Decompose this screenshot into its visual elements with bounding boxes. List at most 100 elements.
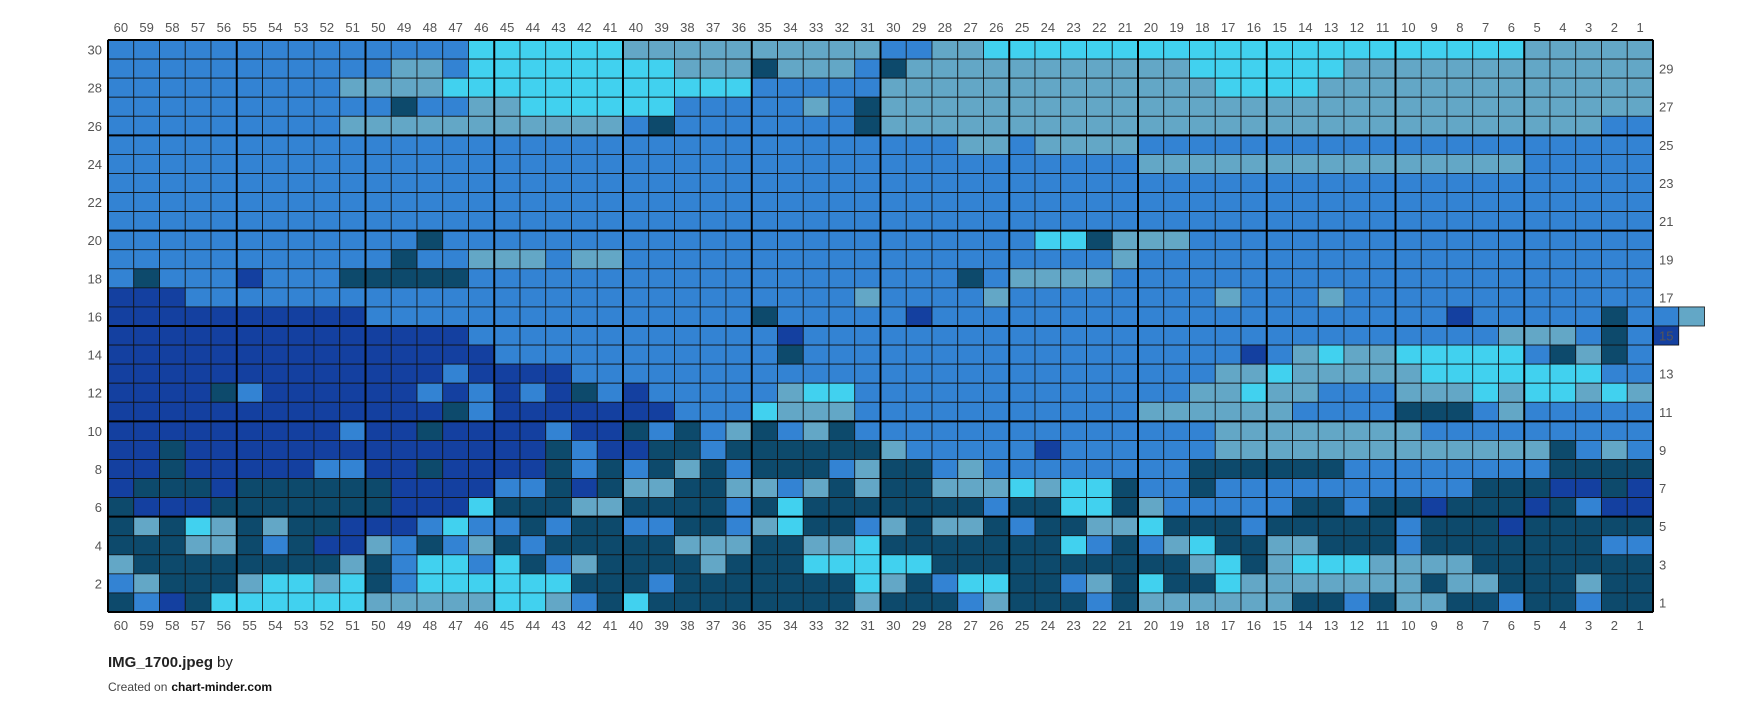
cell bbox=[1008, 420, 1036, 441]
cell bbox=[905, 192, 933, 213]
cell bbox=[905, 58, 933, 79]
cell bbox=[1266, 439, 1293, 460]
cell bbox=[1240, 192, 1268, 213]
cell bbox=[1292, 459, 1319, 479]
cell bbox=[416, 173, 444, 193]
cell bbox=[1549, 382, 1577, 403]
cell bbox=[133, 58, 160, 79]
cell bbox=[339, 592, 366, 613]
cell bbox=[390, 134, 418, 155]
cell bbox=[725, 77, 753, 98]
cell bbox=[777, 535, 804, 556]
cell bbox=[828, 268, 856, 289]
cell bbox=[725, 344, 753, 365]
cell bbox=[802, 592, 830, 613]
cell bbox=[133, 554, 160, 575]
cell bbox=[1163, 134, 1190, 155]
cell bbox=[1034, 249, 1062, 270]
cell bbox=[777, 153, 804, 174]
cell bbox=[493, 115, 521, 136]
cell bbox=[236, 325, 263, 346]
cell bbox=[1369, 497, 1396, 518]
cell bbox=[1678, 306, 1705, 327]
cell bbox=[313, 153, 341, 174]
cell bbox=[828, 173, 856, 193]
cell bbox=[957, 230, 984, 251]
cell bbox=[1163, 592, 1190, 613]
cell bbox=[1060, 153, 1087, 174]
cell bbox=[1343, 115, 1371, 136]
cell bbox=[905, 39, 933, 60]
cell bbox=[1626, 420, 1654, 441]
column-label-top: 2 bbox=[1611, 20, 1618, 35]
cell bbox=[1060, 478, 1087, 498]
cell bbox=[1034, 268, 1062, 289]
cell bbox=[1420, 554, 1448, 575]
cell bbox=[1601, 96, 1628, 117]
cell bbox=[880, 325, 907, 346]
cell bbox=[1163, 516, 1190, 537]
cell bbox=[416, 420, 444, 441]
cell bbox=[1137, 306, 1165, 327]
cell bbox=[1163, 39, 1190, 60]
cell bbox=[519, 554, 547, 575]
cell bbox=[1008, 535, 1036, 556]
cell bbox=[1626, 401, 1654, 422]
cell bbox=[390, 153, 418, 174]
cell bbox=[545, 325, 572, 346]
cell bbox=[1060, 134, 1087, 155]
cell bbox=[442, 439, 469, 460]
cell bbox=[442, 230, 469, 251]
cell bbox=[777, 39, 804, 60]
cell bbox=[468, 573, 495, 594]
column-label-bottom: 26 bbox=[989, 618, 1003, 633]
cell bbox=[854, 39, 881, 60]
cell bbox=[983, 153, 1010, 174]
cell bbox=[1111, 249, 1139, 270]
cell bbox=[1575, 573, 1602, 594]
cell bbox=[287, 420, 315, 441]
column-label-top: 34 bbox=[783, 20, 797, 35]
cell bbox=[236, 268, 263, 289]
cell bbox=[751, 230, 778, 251]
column-label-bottom: 19 bbox=[1169, 618, 1183, 633]
cell bbox=[1163, 173, 1190, 193]
cell bbox=[905, 325, 933, 346]
cell bbox=[1395, 211, 1422, 232]
cell bbox=[184, 230, 212, 251]
row-label-right: 27 bbox=[1659, 100, 1673, 115]
cell bbox=[133, 173, 160, 193]
cell bbox=[1369, 134, 1396, 155]
cell bbox=[957, 554, 984, 575]
cell bbox=[1214, 535, 1242, 556]
cell bbox=[1446, 58, 1474, 79]
cell bbox=[1369, 592, 1396, 613]
cell bbox=[828, 96, 856, 117]
column-label-top: 52 bbox=[320, 20, 334, 35]
row-label-right: 9 bbox=[1659, 443, 1666, 458]
cell bbox=[236, 306, 263, 327]
cell bbox=[468, 439, 495, 460]
cell bbox=[1189, 554, 1216, 575]
cell bbox=[777, 478, 804, 498]
cell bbox=[1137, 39, 1165, 60]
cell bbox=[390, 344, 418, 365]
cell bbox=[1369, 554, 1396, 575]
cell bbox=[107, 497, 135, 518]
cell bbox=[262, 249, 289, 270]
cell bbox=[751, 363, 778, 384]
cell bbox=[699, 39, 727, 60]
cell bbox=[287, 325, 315, 346]
cell bbox=[1575, 439, 1602, 460]
cell bbox=[957, 478, 984, 498]
cell bbox=[262, 401, 289, 422]
cell bbox=[622, 173, 650, 193]
cell bbox=[1549, 459, 1577, 479]
cell bbox=[905, 592, 933, 613]
cell bbox=[365, 325, 392, 346]
cell bbox=[1214, 516, 1242, 537]
cell bbox=[1060, 516, 1087, 537]
cell bbox=[931, 344, 959, 365]
cell bbox=[1523, 344, 1551, 365]
cell bbox=[1086, 115, 1113, 136]
